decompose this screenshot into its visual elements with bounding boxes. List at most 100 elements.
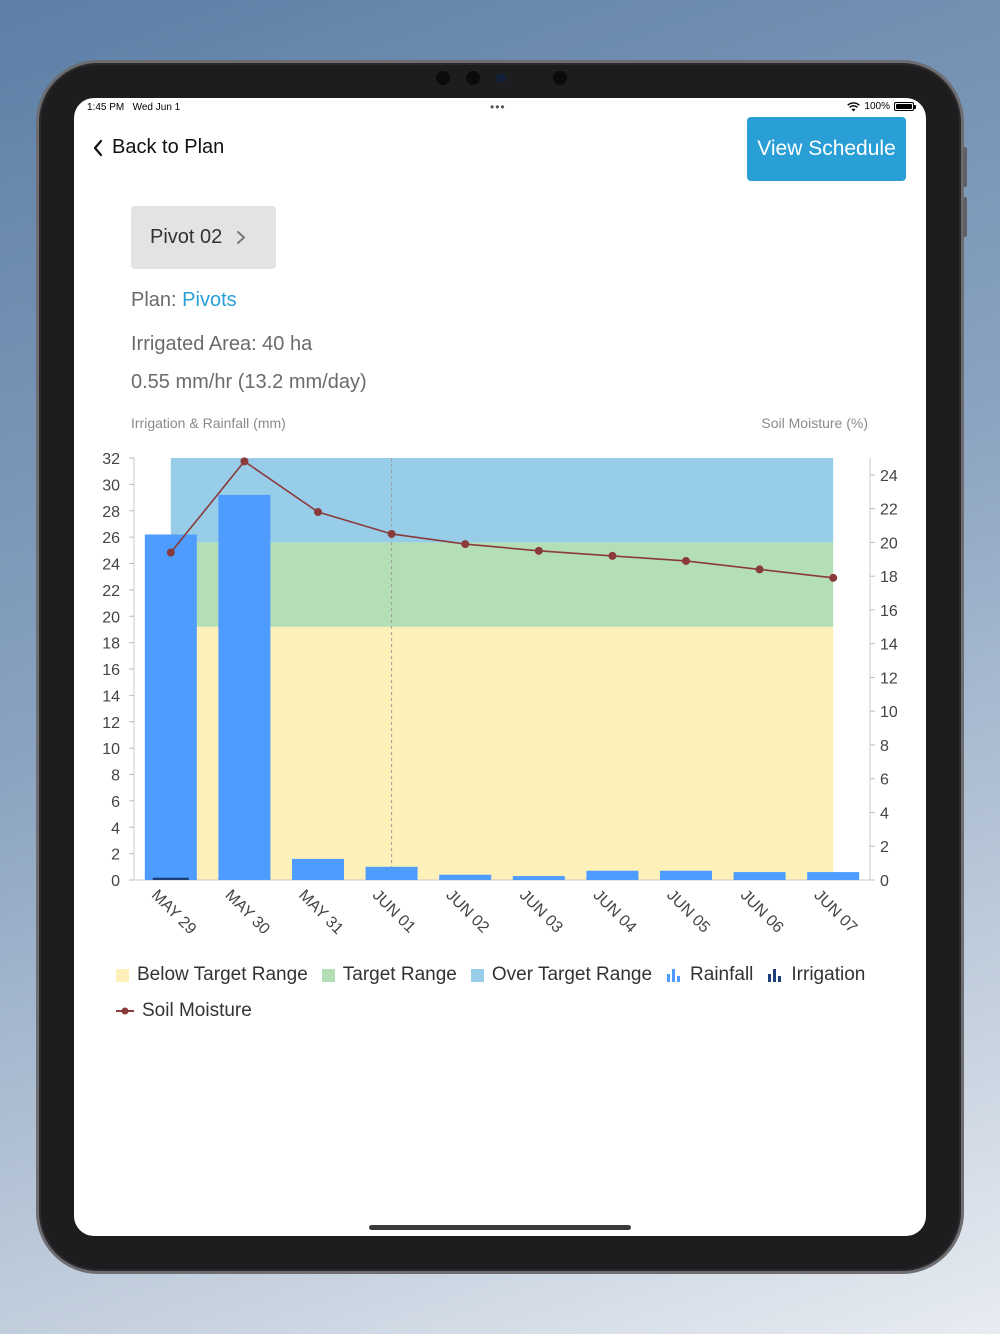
soil-moisture-point [166,548,175,557]
left-tick-label: 22 [102,583,120,600]
over-target-swatch [470,968,484,982]
soil-moisture-point [682,556,690,565]
irrigation-rate: 0.55 mm/hr (13.2 mm/day) [131,371,367,393]
right-tick-label: 18 [880,569,898,586]
soil-moisture-point [314,508,322,517]
x-tick-label: MAY 29 [148,887,199,938]
right-tick-label: 14 [880,637,898,654]
legend-rainfall[interactable]: Rainfall [666,964,753,986]
left-tick-label: 30 [102,477,120,494]
rainfall-bar [733,872,786,880]
volume-button [963,197,967,237]
legend-label: Below Target Range [137,964,308,985]
status-bar: 1:45 PM Wed Jun 1 ••• 100% [74,98,926,118]
left-tick-label: 26 [102,530,120,547]
right-tick-label: 24 [880,468,898,485]
home-indicator[interactable] [369,1225,631,1230]
volume-button [963,147,967,187]
left-tick-label: 32 [102,451,120,468]
plan-prefix: Plan: [131,289,183,311]
pivot-label: Pivot 02 [150,226,223,248]
legend-over-target[interactable]: Over Target Range [470,964,653,986]
camera-dot [466,71,480,85]
left-tick-label: 0 [111,873,120,890]
x-tick-label: MAY 30 [222,887,273,938]
x-tick-label: JUN 05 [663,887,713,937]
chevron-left-icon [93,139,103,156]
left-tick-label: 14 [102,688,120,705]
camera-dot [553,71,567,85]
view-schedule-button[interactable]: View Schedule [747,117,906,181]
right-tick-label: 8 [880,738,889,755]
legend-label: Irrigation [791,964,866,985]
soil-moisture-point [240,457,249,466]
left-tick-label: 20 [102,609,120,626]
below-target-swatch [116,968,129,982]
right-tick-label: 10 [880,704,898,721]
right-axis-title: Soil Moisture (%) [761,415,868,431]
right-tick-label: 16 [880,603,898,620]
x-tick-label: JUN 02 [442,887,492,937]
soil-moisture-line-icon [116,1007,134,1015]
legend-label: Rainfall [690,964,754,985]
soil-moisture-point [534,546,543,555]
rainfall-bar [586,870,639,880]
soil-moisture-line [170,460,834,579]
battery-percent: 100% [864,101,890,112]
back-to-plan-button[interactable]: Back to Plan [92,136,224,159]
left-tick-label: 24 [102,557,120,574]
x-tick-label: JUN 07 [810,887,860,937]
status-right: 100% [847,101,916,112]
time-text: 1:45 PM [87,102,125,113]
right-tick-label: 6 [880,772,889,789]
right-tick-label: 4 [880,805,889,822]
legend-label: Soil Moisture [142,1000,252,1021]
left-axis-title: Irrigation & Rainfall (mm) [131,415,286,431]
target-swatch [321,968,335,982]
legend-label: Over Target Range [491,964,653,985]
right-tick-label: 0 [880,873,889,890]
legend-label: Target Range [342,964,457,985]
back-label: Back to Plan [112,136,225,158]
status-time: 1:45 PM Wed Jun 1 [87,102,180,113]
x-tick-label: JUN 01 [369,887,419,937]
soil-moisture-point [755,565,764,574]
battery-icon [894,102,916,111]
rainfall-bar [807,872,860,880]
over-target-band [170,458,834,543]
legend-below-target[interactable]: Below Target Range [116,964,308,986]
right-tick-label: 22 [880,502,898,519]
soil-moisture-point [608,551,617,560]
legend-soil-moisture[interactable]: Soil Moisture [116,1000,252,1022]
x-tick-label: JUN 03 [516,887,566,937]
plan-link[interactable]: Pivots [182,289,237,311]
target-band [170,542,834,627]
left-tick-label: 4 [111,820,120,837]
left-tick-label: 18 [102,636,120,653]
soil-moisture-point [461,540,470,549]
rainfall-bar [365,866,418,880]
pivot-selector-button[interactable]: Pivot 02 [131,206,276,269]
rainfall-bar [218,494,271,880]
left-tick-label: 8 [111,768,120,785]
left-tick-label: 16 [102,662,120,679]
right-tick-label: 2 [880,839,889,856]
wifi-icon [847,101,861,111]
rainfall-bar [439,874,492,880]
multitasking-dots-icon[interactable]: ••• [490,100,506,114]
rainfall-bar [144,534,197,880]
irrigation-bars-icon [768,969,782,982]
legend-target[interactable]: Target Range [321,964,457,986]
below-target-band [170,626,834,880]
app-screen: 1:45 PM Wed Jun 1 ••• 100% Back to Plan … [74,98,926,1236]
soil-moisture-point [387,529,396,538]
soil-moisture-point [829,573,838,582]
left-tick-label: 10 [102,741,120,758]
irrigation-chart: 0246810121416182022242628303202468101214… [102,451,898,938]
irrigation-bar [152,877,189,880]
legend-irrigation[interactable]: Irrigation [767,964,865,986]
left-tick-label: 2 [111,847,120,864]
left-tick-label: 12 [102,715,120,732]
date-text: Wed Jun 1 [132,102,181,113]
camera-lens [496,73,506,83]
